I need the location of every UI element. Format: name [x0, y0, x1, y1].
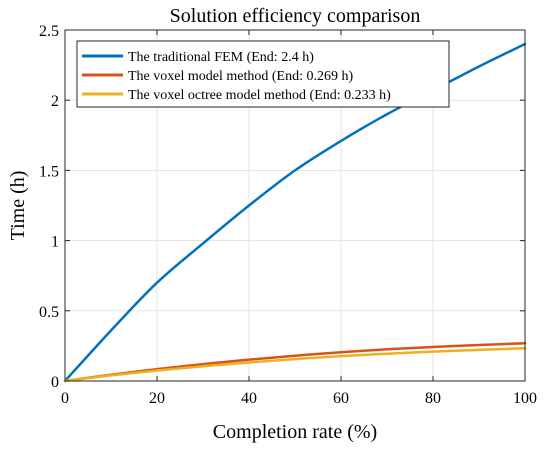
- legend: The traditional FEM (End: 2.4 h) The vox…: [76, 40, 450, 108]
- plot-frame: [64, 29, 526, 382]
- x-tick-label: 40: [241, 390, 257, 407]
- x-axis-label: Completion rate (%): [213, 421, 377, 443]
- y-tick-label: 1.5: [39, 163, 59, 180]
- y-tick-label: 1: [51, 234, 59, 251]
- x-tick-label: 100: [513, 390, 537, 407]
- y-tick-label: 0.5: [39, 304, 59, 321]
- legend-entry-voxel-model: The voxel model method (End: 0.269 h): [128, 69, 353, 84]
- legend-entry-voxel-octree-model: The voxel octree model method (End: 0.23…: [128, 88, 391, 103]
- x-tick-label: 60: [333, 390, 349, 407]
- y-axis-label: Time (h): [7, 171, 29, 241]
- series-line-voxel-octree-model: [63, 347, 527, 383]
- axis-ticks: 0 20 40 60 80 100 0 0.5 1 1.5 2 2.5: [39, 23, 537, 407]
- y-tick-label: 0: [51, 374, 59, 391]
- legend-box: [76, 40, 450, 108]
- y-tick-label: 2.5: [39, 23, 59, 40]
- x-tick-label: 80: [425, 390, 441, 407]
- series-line-voxel-model: [63, 341, 527, 383]
- x-tick-label: 20: [149, 390, 165, 407]
- chart-title: Solution efficiency comparison: [170, 5, 421, 27]
- x-tick-label: 0: [61, 390, 69, 407]
- y-tick-label: 2: [51, 93, 59, 110]
- legend-entry-traditional-fem: The traditional FEM (End: 2.4 h): [128, 50, 314, 65]
